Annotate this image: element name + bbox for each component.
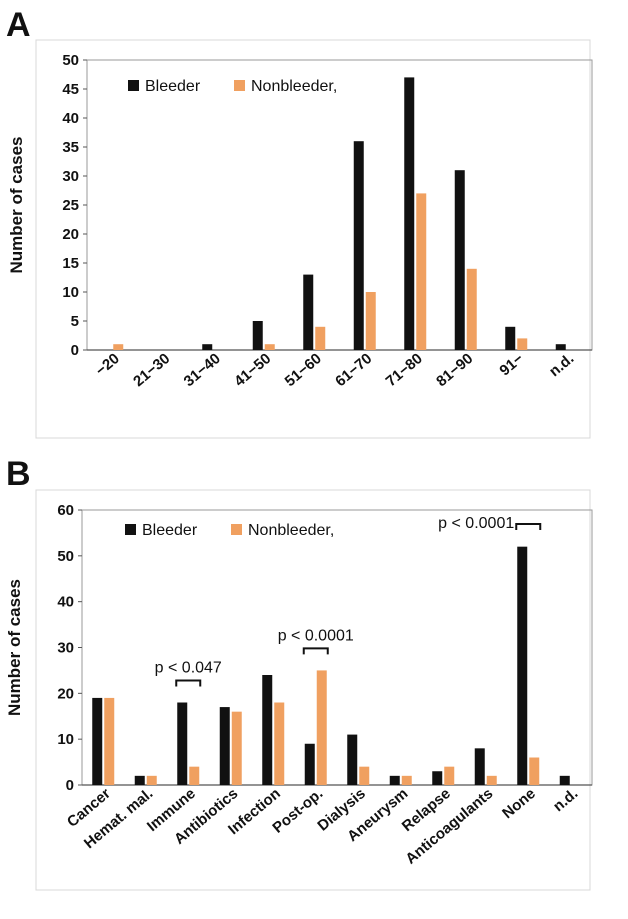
panel-b-significance-label: p < 0.047: [155, 660, 222, 677]
panel-b-plot-area: [81, 509, 593, 786]
panel-a-category-label: 31−40: [181, 350, 224, 390]
panel-a-bar-nonbleeder: [264, 344, 275, 350]
panel-a-legend-label: Nonbleeder,: [251, 78, 337, 95]
panel-a-bar-nonbleeder: [315, 326, 326, 350]
panel-b-bar-nonbleeder: [189, 766, 200, 785]
panel-b-bar-bleeder: [559, 775, 570, 785]
panel-b-bar-nonbleeder: [274, 702, 285, 785]
panel-b-bar-bleeder: [304, 743, 315, 785]
panel-b-bar-bleeder: [474, 748, 485, 785]
panel-b-bar-nonbleeder: [316, 670, 327, 785]
panel-a-y-tick-label: 20: [62, 226, 79, 243]
panel-b-legend-swatch: [125, 524, 136, 535]
panel-a-y-axis-label: Number of cases: [7, 137, 26, 274]
panel-b-bar-bleeder: [432, 771, 443, 785]
panel-b-legend-label: Nonbleeder,: [248, 522, 334, 539]
panel-b-bar-nonbleeder: [231, 711, 242, 785]
panel-a-y-tick-label: 0: [71, 342, 79, 359]
panel-b-y-axis-label: Number of cases: [5, 579, 24, 716]
panel-a-legend-swatch: [234, 80, 245, 91]
panel-a-y-tick-label: 10: [62, 284, 79, 301]
panel-a-y-tick-label: 50: [62, 52, 79, 69]
panel-a-bar-nonbleeder: [416, 193, 427, 350]
panel-a-category-label: n.d.: [546, 350, 577, 380]
panel-b-significance-label: p < 0.0001: [278, 627, 354, 644]
panel-a-plot-area: [86, 59, 593, 351]
panel-b-significance-bracket: [515, 523, 542, 530]
panel-b-bar-nonbleeder: [359, 766, 370, 785]
panel-a-bar-nonbleeder: [466, 268, 477, 350]
panel-b-legend-swatch: [231, 524, 242, 535]
panel-b-y-tick-label: 30: [57, 640, 74, 657]
panel-a-y-tick-label: 35: [62, 139, 79, 156]
panel-a-category-label: 61−70: [332, 350, 375, 390]
panel-a-letter: A: [6, 6, 31, 44]
panel-a-legend-label: Bleeder: [145, 78, 201, 95]
panel-b-legend-label: Bleeder: [142, 522, 198, 539]
panel-b-category-label: n.d.: [550, 785, 581, 815]
panel-b-bar-bleeder: [262, 675, 273, 785]
panel-b-bar-bleeder: [219, 707, 230, 785]
panel-a-category-label: 21−30: [130, 350, 173, 390]
panel-b-bar-nonbleeder: [486, 775, 497, 785]
panel-b-significance-bracket: [175, 679, 202, 687]
panel-b-category-label: None: [499, 785, 539, 822]
panel-a-bar-bleeder: [505, 326, 516, 350]
panel-a-category-label: 71−80: [383, 350, 426, 390]
panel-b-bar-nonbleeder: [146, 775, 157, 785]
panel-b-bar-bleeder: [134, 775, 145, 785]
panel-b-bar-nonbleeder: [401, 775, 412, 785]
panel-b-frame: [35, 489, 591, 891]
panel-a-bar-nonbleeder: [517, 338, 528, 350]
panel-a-y-tick-label: 40: [62, 110, 79, 127]
panel-b-y-tick-label: 10: [57, 731, 74, 748]
panel-a-y-tick-label: 25: [62, 197, 79, 214]
panel-a-y-tick-label: 5: [71, 313, 79, 330]
panel-a-category-label: 81−90: [433, 350, 476, 390]
panel-b-y-tick-label: 0: [66, 777, 74, 794]
panel-a-y-tick-label: 45: [62, 81, 79, 98]
panel-a-y-tick-label: 30: [62, 168, 79, 185]
panel-b-y-tick-label: 60: [57, 502, 74, 519]
panel-b-bar-nonbleeder: [444, 766, 455, 785]
panel-b-y-tick-label: 40: [57, 594, 74, 611]
panel-b-letter: B: [6, 455, 31, 493]
panel-b-y-tick-label: 20: [57, 685, 74, 702]
panel-a-category-label: −20: [92, 350, 122, 379]
panel-a-bar-bleeder: [454, 170, 465, 350]
panel-a-bar-bleeder: [202, 344, 213, 350]
panel-b-bar-bleeder: [517, 546, 528, 785]
panel-a-y-tick-label: 15: [62, 255, 79, 272]
panel-a-frame: [35, 39, 591, 439]
panel-a-category-label: 51−60: [282, 350, 325, 390]
panel-a-bar-bleeder: [404, 77, 415, 351]
panel-b-y-tick-label: 50: [57, 548, 74, 565]
panel-a-legend-swatch: [128, 80, 139, 91]
panel-a-bar-nonbleeder: [113, 344, 124, 350]
panel-b-bar-bleeder: [92, 697, 103, 785]
panel-b-significance-label: p < 0.0001: [438, 515, 514, 532]
panel-a-bar-bleeder: [353, 141, 364, 350]
panel-a-bar-nonbleeder: [365, 292, 376, 350]
panel-a-bar-bleeder: [555, 344, 566, 350]
panel-a-bar-bleeder: [252, 321, 263, 350]
panel-a-bar-bleeder: [303, 274, 314, 350]
panel-b-significance-bracket: [302, 647, 329, 655]
panel-b-bar-bleeder: [177, 702, 188, 785]
panel-b-bar-nonbleeder: [529, 757, 540, 785]
panel-a-category-label: 41−50: [231, 350, 274, 390]
panel-b-bar-nonbleeder: [104, 697, 115, 785]
panel-b-bar-bleeder: [389, 775, 400, 785]
panel-b-bar-bleeder: [347, 734, 358, 785]
panel-a-category-label: 91−: [496, 350, 527, 380]
